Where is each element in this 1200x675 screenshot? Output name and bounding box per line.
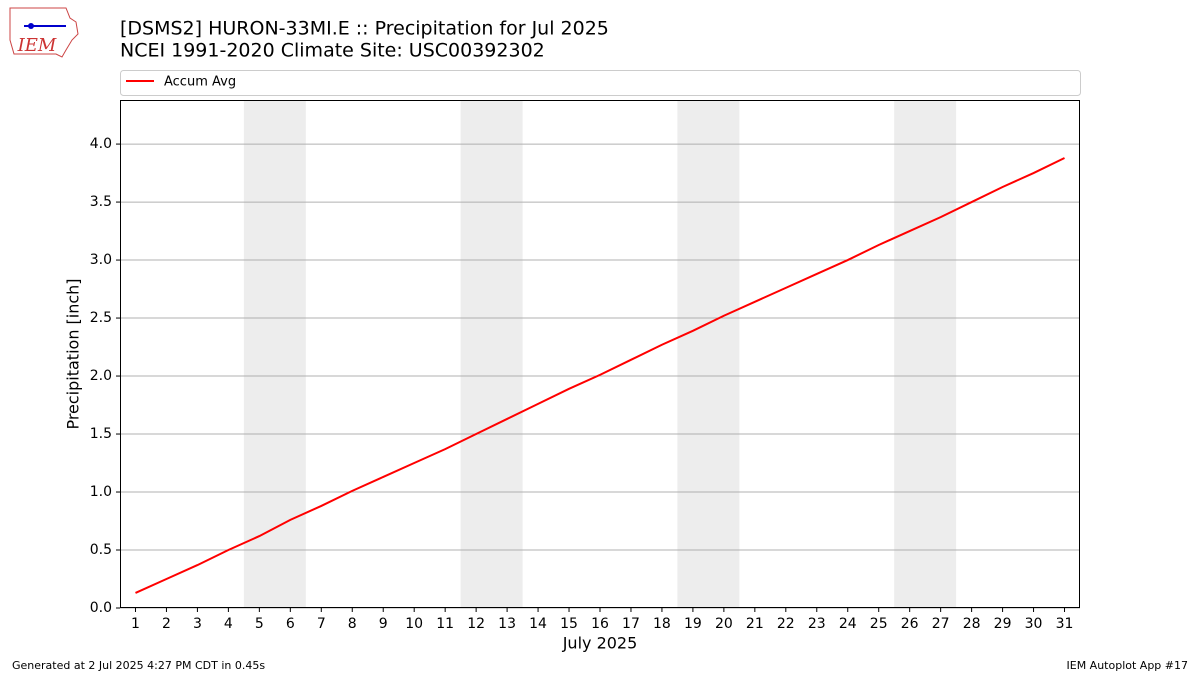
x-axis-label: July 2025	[562, 634, 638, 653]
weekend-span	[894, 100, 957, 608]
y-tick-label: 3.5	[90, 194, 112, 210]
y-tick-label: 4.0	[90, 136, 112, 152]
chart-title: [DSMS2] HURON-33MI.E :: Precipitation fo…	[120, 18, 609, 40]
x-tick-label: 26	[901, 616, 919, 632]
x-tick-label: 4	[224, 616, 233, 632]
x-tick-label: 5	[255, 616, 264, 632]
x-tick-label: 1	[131, 616, 140, 632]
y-tick-label: 2.0	[90, 368, 112, 384]
x-tick-label: 18	[653, 616, 671, 632]
footer-right: IEM Autoplot App #17	[1067, 659, 1189, 672]
x-tick-label: 8	[348, 616, 357, 632]
x-tick-label: 28	[963, 616, 981, 632]
y-axis-label: Precipitation [inch]	[64, 278, 83, 429]
x-tick-label: 2	[162, 616, 171, 632]
legend-box	[120, 70, 1081, 96]
x-tick-label: 21	[746, 616, 764, 632]
x-tick-label: 22	[777, 616, 795, 632]
x-tick-label: 31	[1056, 616, 1074, 632]
x-tick-label: 25	[870, 616, 888, 632]
x-tick-label: 24	[839, 616, 857, 632]
x-tick-label: 12	[467, 616, 485, 632]
weekend-span	[243, 100, 306, 608]
x-tick-label: 23	[808, 616, 826, 632]
legend-label: Accum Avg	[164, 75, 236, 90]
x-tick-label: 6	[286, 616, 295, 632]
chart-subtitle: NCEI 1991-2020 Climate Site: USC00392302	[120, 40, 545, 62]
footer-left: Generated at 2 Jul 2025 4:27 PM CDT in 0…	[12, 659, 265, 672]
y-tick-label: 0.5	[90, 542, 112, 558]
x-tick-label: 11	[436, 616, 454, 632]
weekend-span	[460, 100, 523, 608]
x-tick-label: 27	[932, 616, 950, 632]
plot-frame	[120, 100, 1080, 608]
y-tick-label: 1.0	[90, 484, 112, 500]
logo-text: IEM	[17, 35, 57, 56]
x-tick-label: 3	[193, 616, 202, 632]
x-tick-label: 15	[560, 616, 578, 632]
x-tick-label: 14	[529, 616, 547, 632]
x-tick-label: 29	[994, 616, 1012, 632]
series-line	[135, 157, 1065, 594]
x-tick-label: 17	[622, 616, 640, 632]
y-tick-label: 3.0	[90, 252, 112, 268]
x-tick-label: 7	[317, 616, 326, 632]
weekend-span	[677, 100, 740, 608]
logo: IEM	[9, 7, 79, 58]
y-tick-label: 0.0	[90, 600, 112, 616]
x-tick-label: 20	[715, 616, 733, 632]
x-tick-label: 9	[379, 616, 388, 632]
x-tick-label: 10	[405, 616, 423, 632]
x-tick-label: 13	[498, 616, 516, 632]
y-tick-label: 1.5	[90, 426, 112, 442]
y-tick-label: 2.5	[90, 310, 112, 326]
x-tick-label: 30	[1025, 616, 1043, 632]
x-tick-label: 19	[684, 616, 702, 632]
x-tick-label: 16	[591, 616, 609, 632]
